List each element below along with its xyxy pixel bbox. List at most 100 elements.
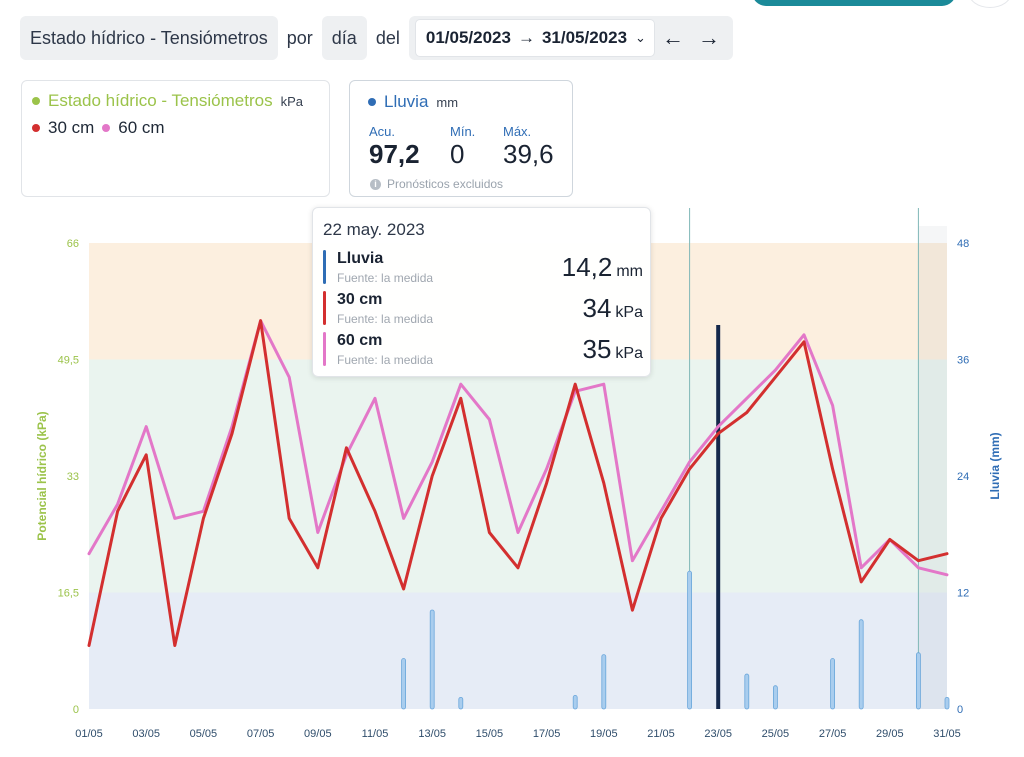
tooltip-rain-name: Lluvia <box>337 250 384 267</box>
tooltip-row-rain: Lluvia Fuente: la medida 14,2 mm <box>323 250 643 285</box>
tooltip-60cm-name: 60 cm <box>337 332 383 349</box>
y2-tick-label: 48 <box>957 238 969 250</box>
y-tick-label: 49,5 <box>58 355 79 367</box>
x-tick-label: 13/05 <box>418 728 446 740</box>
x-tick-label: 17/05 <box>533 728 561 740</box>
rain-bar-28-05 <box>858 619 864 710</box>
tooltip-60cm-value: 35 <box>582 334 612 364</box>
legend-group-toggle[interactable]: Estado hídrico - Tensiómetros kPa <box>32 91 303 111</box>
rain-note-text: Pronósticos excluidos <box>387 177 504 191</box>
rain-bar-31-05 <box>944 696 950 710</box>
next-period-button[interactable]: → <box>697 25 720 50</box>
series-line-60cm <box>87 319 949 577</box>
y-axis-title: Potencial hídrico (kPa) <box>35 411 49 540</box>
tooltip-30cm-source: Fuente: la medida <box>337 312 434 326</box>
x-tick-label: 01/05 <box>75 728 103 740</box>
x-tick-label: 15/05 <box>476 728 504 740</box>
chart-zone-1 <box>89 359 947 593</box>
metric-selector[interactable]: Estado hídrico - Tensiómetros <box>20 16 278 60</box>
y2-tick-label: 12 <box>957 588 969 600</box>
rain-bar-30-05 <box>916 652 921 710</box>
top-action-button[interactable] <box>752 0 956 6</box>
y-tick-label: 0 <box>73 704 79 716</box>
x-tick-label: 23/05 <box>704 728 732 740</box>
legend-series-row: 30 cm 60 cm <box>32 118 165 138</box>
from-label: del <box>375 27 400 48</box>
rain-bar-18-05 <box>572 695 578 710</box>
period-selector[interactable]: día <box>321 16 367 60</box>
tooltip-date: 22 may. 2023 <box>323 220 425 239</box>
chart-zone-2 <box>89 592 947 709</box>
x-tick-label: 07/05 <box>247 728 275 740</box>
range-arrow-icon: → <box>517 28 535 47</box>
rain-bar-12-05 <box>401 658 407 710</box>
y-tick-label: 33 <box>67 471 79 483</box>
rain-max-value: 39,6 <box>503 139 554 169</box>
forecast-region <box>918 226 947 709</box>
tooltip-rain-value: 14,2 <box>561 252 613 282</box>
y-tick-label: 66 <box>67 238 79 250</box>
y2-tick-label: 36 <box>957 355 969 367</box>
rain-bar-27-05 <box>830 658 835 710</box>
y2-tick-label: 0 <box>957 704 963 716</box>
toolbar: Estado hídrico - Tensiómetros por día de… <box>20 16 733 60</box>
x-tick-label: 25/05 <box>762 728 790 740</box>
by-label: por <box>286 27 313 48</box>
rain-max-label: Máx. <box>503 124 532 139</box>
rain-bar-14-05 <box>458 696 464 710</box>
rain-title: Lluvia <box>384 92 429 111</box>
legend-30cm-dot <box>32 124 40 132</box>
rain-dot <box>368 98 376 106</box>
tooltip-30cm-name: 30 cm <box>337 291 383 308</box>
x-tick-label: 29/05 <box>876 728 904 740</box>
legend-item-30cm[interactable]: 30 cm <box>32 118 94 138</box>
rain-summary-card[interactable]: Lluvia mm Acu. 97,2 Mín. 0 Máx. 39,6 i P… <box>349 80 573 197</box>
tooltip-30cm-unit: kPa <box>615 304 643 321</box>
date-range-group: 01/05/2023 → 31/05/2023 ⌄ ← → <box>408 16 733 60</box>
x-tick-label: 09/05 <box>304 728 332 740</box>
legend-60cm-dot <box>102 124 111 132</box>
rain-min-value: 0 <box>450 139 465 169</box>
rain-bar-25-05 <box>773 685 778 710</box>
rain-note: i Pronósticos excluidos <box>370 177 503 191</box>
x-tick-label: 19/05 <box>590 728 618 740</box>
rain-acc-value: 97,2 <box>369 139 420 169</box>
series-line-30cm <box>87 319 949 647</box>
legend-group-label: Estado hídrico - Tensiómetros <box>48 91 273 110</box>
date-end: 31/05/2023 <box>541 28 628 47</box>
legend-card: Estado hídrico - Tensiómetros kPa 30 cm … <box>21 80 330 197</box>
tooltip-60cm-value-wrap: 35 kPa <box>583 334 644 365</box>
chevron-down-icon: ⌄ <box>635 30 646 45</box>
x-tick-label: 21/05 <box>647 728 675 740</box>
tooltip-rain-unit: mm <box>616 263 643 280</box>
rain-acc-label: Acu. <box>369 124 396 139</box>
tooltip-30cm-marker <box>323 291 326 325</box>
rain-bar-13-05 <box>429 609 435 710</box>
previous-period-button[interactable]: ← <box>661 25 684 50</box>
chart-tooltip: 22 may. 2023 Lluvia Fuente: la medida 14… <box>312 207 651 377</box>
tooltip-60cm-unit: kPa <box>615 345 643 362</box>
x-tick-label: 03/05 <box>132 728 160 740</box>
legend-60cm-label: 60 cm <box>118 118 165 137</box>
rain-min-label: Mín. <box>450 124 476 139</box>
tooltip-30cm-value-wrap: 34 kPa <box>583 293 644 324</box>
rain-bar-22-05 <box>687 570 692 710</box>
y2-axis-title: Lluvia (mm) <box>988 432 1002 499</box>
date-start: 01/05/2023 <box>425 28 511 47</box>
legend-group-dot <box>32 97 40 105</box>
x-tick-label: 27/05 <box>819 728 847 740</box>
tooltip-60cm-source: Fuente: la medida <box>337 353 434 367</box>
x-tick-label: 05/05 <box>190 728 218 740</box>
rain-unit: mm <box>436 94 459 110</box>
x-tick-label: 31/05 <box>933 728 961 740</box>
tooltip-60cm-marker <box>323 332 326 366</box>
rain-card-header: Lluvia mm <box>368 92 458 112</box>
legend-item-60cm[interactable]: 60 cm <box>102 118 165 138</box>
tooltip-rain-marker <box>323 250 326 284</box>
legend-30cm-label: 30 cm <box>48 118 95 137</box>
tooltip-rain-value-wrap: 14,2 mm <box>562 252 643 283</box>
date-range-picker[interactable]: 01/05/2023 → 31/05/2023 ⌄ <box>414 19 655 57</box>
y2-tick-label: 24 <box>957 471 969 483</box>
y-tick-label: 16,5 <box>58 588 79 600</box>
